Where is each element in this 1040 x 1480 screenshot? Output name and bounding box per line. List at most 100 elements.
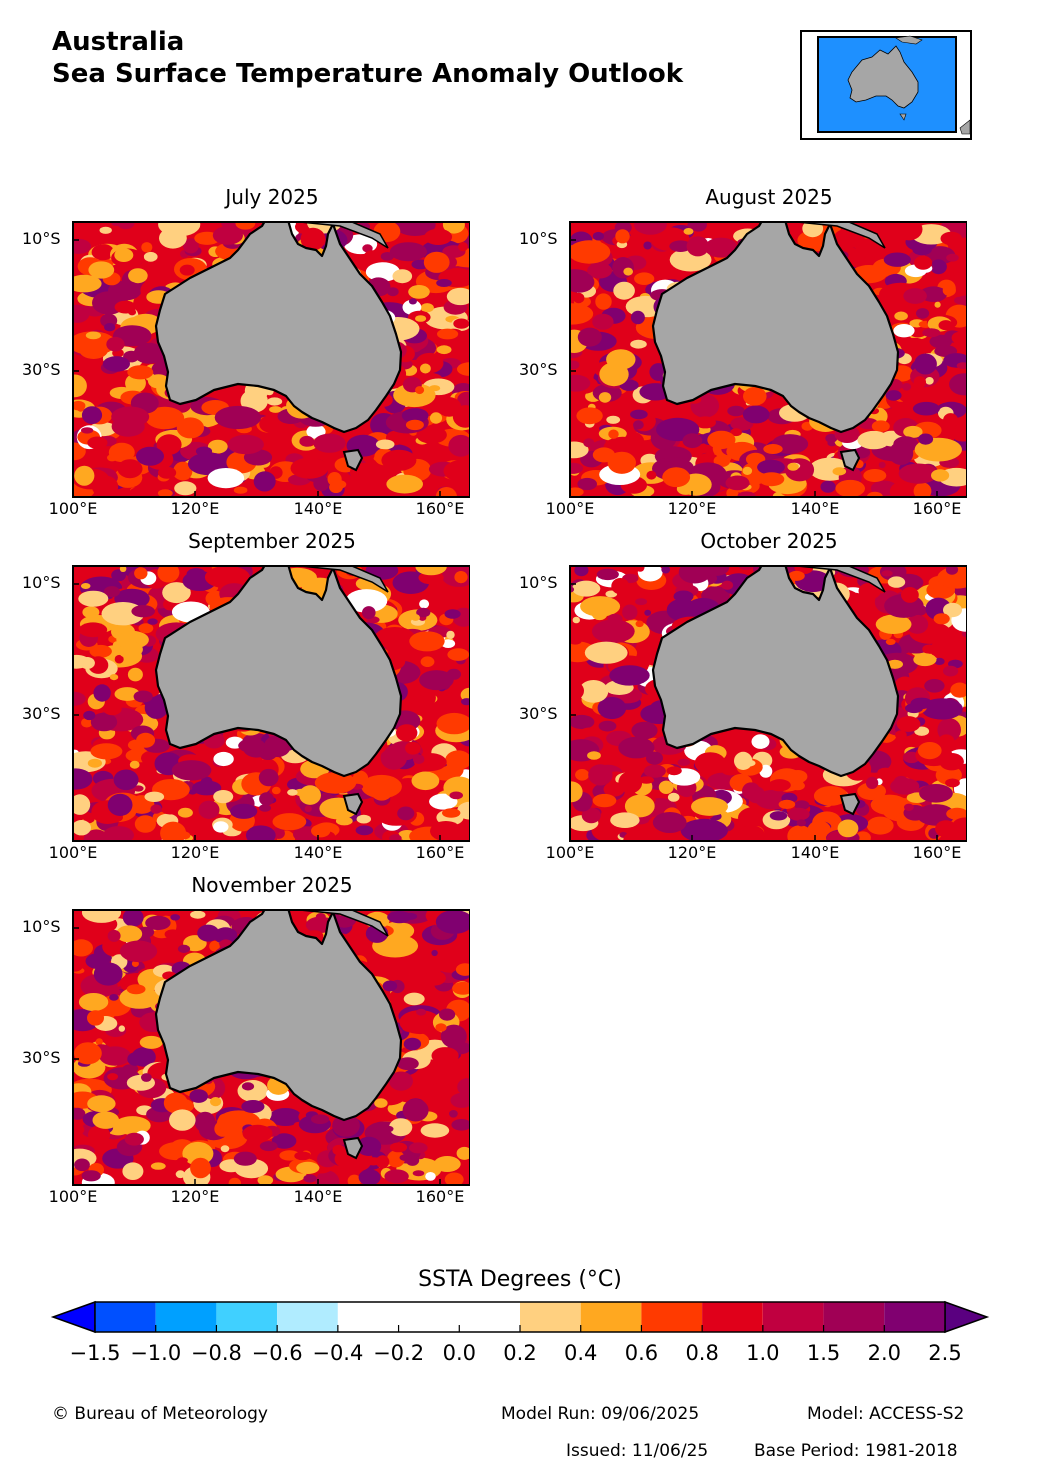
lon-label-100e: 100°E [48, 1187, 98, 1206]
ssta-cell [389, 242, 427, 262]
ssta-cell [596, 568, 619, 581]
ssta-cell [237, 1080, 268, 1102]
colorbar-tick-label: 2.5 [928, 1341, 962, 1365]
ssta-field [73, 566, 470, 841]
ssta-cell [148, 374, 169, 389]
ssta-cell [136, 732, 156, 748]
ssta-cell [124, 1132, 144, 1146]
ssta-cell [147, 618, 158, 625]
ssta-cell [618, 736, 655, 759]
ssta-cell [233, 486, 248, 494]
map-panel-october: October 2025 10°S 30°S 100°E 120°E 140°E… [497, 529, 967, 862]
ssta-cell [591, 619, 635, 644]
base-period-text: Base Period: 1981-2018 [754, 1441, 958, 1461]
ssta-cell [730, 428, 742, 437]
ssta-cell [133, 342, 165, 364]
ssta-cell [575, 769, 590, 781]
ssta-cell [903, 288, 927, 304]
ssta-cell [914, 726, 930, 736]
ssta-cell [634, 222, 667, 235]
ssta-cell [411, 614, 420, 621]
ssta-cell [405, 741, 421, 755]
ssta-field [570, 566, 967, 841]
ssta-cell [177, 807, 193, 818]
ssta-cell [423, 251, 450, 273]
ssta-cell [74, 465, 95, 486]
lon-label-160e: 160°E [912, 843, 962, 862]
ssta-cell [807, 820, 832, 841]
ssta-cell [89, 644, 112, 658]
ssta-cell [150, 1162, 166, 1170]
ssta-cell [769, 811, 788, 821]
ssta-cell [279, 1150, 300, 1161]
ssta-cell [768, 779, 791, 792]
ssta-cell [788, 570, 805, 581]
ssta-cell [240, 389, 268, 413]
ssta-cell [192, 780, 222, 796]
tasmania-landmass [342, 1136, 364, 1160]
ssta-cell [598, 392, 612, 403]
colorbar-bin [641, 1302, 703, 1332]
ssta-cell [666, 766, 682, 776]
lon-label-120e: 120°E [667, 843, 717, 862]
model-run-text: Model Run: 09/06/2025 [501, 1404, 700, 1424]
ssta-cell [413, 754, 425, 765]
ssta-cell [235, 222, 256, 230]
ssta-cell [637, 566, 663, 582]
ssta-cell [139, 1035, 163, 1049]
ssta-cell [362, 244, 373, 253]
ssta-cell [658, 780, 674, 794]
ssta-cell [950, 673, 963, 683]
ssta-cell [114, 1116, 151, 1135]
ssta-cell [417, 688, 436, 707]
issued-text: Issued: 11/06/25 [566, 1441, 709, 1461]
ssta-cell [758, 472, 785, 487]
ssta-cell [81, 910, 122, 923]
australia-landmass [154, 566, 403, 778]
colorbar-tick-label: −1.0 [130, 1341, 182, 1365]
ssta-cell [431, 949, 438, 957]
ssta-cell [446, 630, 455, 639]
ssta-cell [954, 296, 965, 305]
ssta-cell [78, 590, 109, 607]
ssta-cell [945, 566, 959, 575]
ssta-cell [450, 1092, 470, 1108]
ssta-cell [725, 475, 750, 491]
ssta-cell [738, 566, 753, 571]
ssta-cell [133, 785, 144, 792]
ssta-cell [940, 231, 963, 246]
ssta-cell [332, 1114, 360, 1137]
ssta-cell [661, 566, 671, 574]
ssta-map [569, 221, 967, 498]
ssta-cell [615, 229, 630, 244]
ssta-cell [91, 244, 115, 261]
ssta-cell [442, 808, 461, 818]
ssta-cell [577, 327, 602, 347]
ssta-cell [299, 435, 315, 447]
ssta-cell [114, 654, 124, 664]
ssta-cell [946, 807, 967, 820]
ssta-cell [73, 962, 83, 972]
ssta-cell [415, 386, 425, 395]
ssta-cell [210, 1097, 222, 1107]
lon-label-140e: 140°E [293, 843, 343, 862]
ssta-cell [103, 586, 120, 598]
ssta-cell [633, 420, 644, 430]
ssta-cell [652, 255, 669, 267]
ssta-cell [313, 475, 330, 492]
ssta-cell [441, 639, 456, 648]
ssta-cell [937, 566, 967, 589]
ssta-cell [751, 734, 770, 749]
ssta-cell [420, 303, 434, 313]
ssta-cell [857, 782, 886, 801]
ssta-cell [365, 262, 400, 282]
lon-label-160e: 160°E [415, 499, 465, 518]
ssta-cell [943, 602, 962, 618]
ssta-cell [389, 834, 402, 841]
ssta-cell [204, 566, 250, 589]
lon-label-100e: 100°E [545, 499, 595, 518]
ssta-cell [738, 825, 765, 841]
ssta-cell [304, 805, 312, 813]
locator-australia [847, 45, 919, 109]
png-landmass [796, 222, 886, 249]
